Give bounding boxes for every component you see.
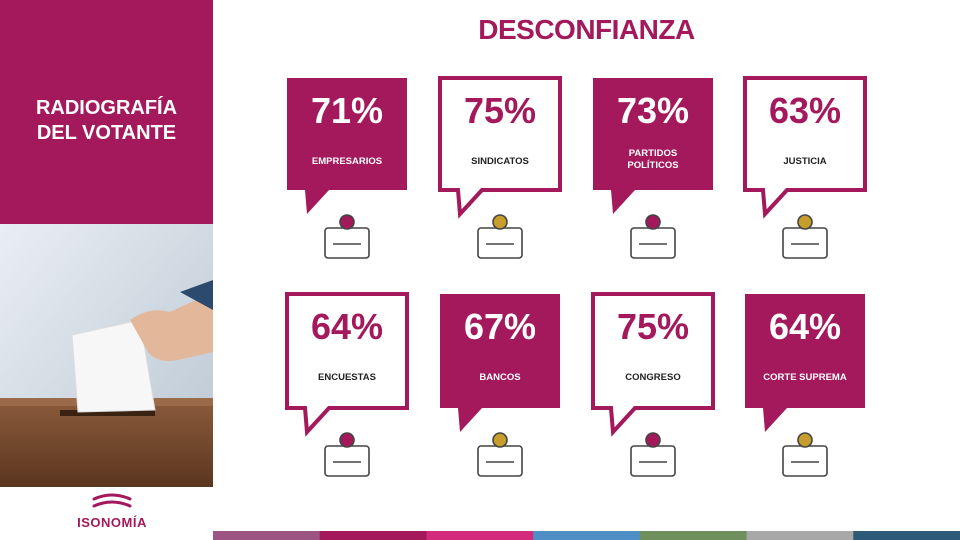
icon-accent xyxy=(492,214,508,230)
icon-body xyxy=(782,227,828,259)
icon-body xyxy=(477,445,523,477)
speech-bubble xyxy=(440,294,560,432)
cards xyxy=(285,76,867,477)
sidebar-panel xyxy=(0,0,213,224)
icon-body xyxy=(630,445,676,477)
icon-body xyxy=(630,227,676,259)
card-icon xyxy=(324,432,370,477)
icon-accent xyxy=(645,214,661,230)
icon-accent xyxy=(339,214,355,230)
card-icon xyxy=(324,214,370,259)
icon-body xyxy=(782,445,828,477)
card-label: JUSTICIA xyxy=(783,156,827,167)
card-icon xyxy=(477,432,523,477)
card-icon xyxy=(782,432,828,477)
speech-bubble xyxy=(287,78,407,214)
card-value: 75% xyxy=(616,306,690,347)
main-title: DESCONFIANZA xyxy=(478,14,695,45)
card-label: BANCOS xyxy=(479,372,521,383)
sidebar-title: RADIOGRAFÍA DEL VOTANTE xyxy=(0,96,213,146)
footer-stripe xyxy=(639,531,748,540)
card-value: 67% xyxy=(463,306,537,347)
card-label: CORTE SUPREMA xyxy=(763,372,847,383)
icon-body xyxy=(324,445,370,477)
icon-body xyxy=(477,227,523,259)
speech-bubble xyxy=(743,76,867,219)
ballot-photo xyxy=(0,224,213,487)
footer-stripe xyxy=(426,531,534,540)
card-icon xyxy=(630,432,676,477)
card-label: PARTIDOS POLÍTICOS xyxy=(627,148,679,171)
sidebar-title-line: DEL VOTANTE xyxy=(36,122,177,144)
footer-stripe xyxy=(533,531,641,540)
icon-accent xyxy=(339,432,355,448)
card-value: 64% xyxy=(768,306,842,347)
footer-stripe xyxy=(213,531,321,540)
logo-mark xyxy=(92,493,132,508)
speech-bubble xyxy=(593,78,713,214)
card-value: 63% xyxy=(768,90,842,131)
sidebar-title-line: RADIOGRAFÍA xyxy=(35,97,178,119)
icon-accent xyxy=(492,432,508,448)
card-label: CONGRESO xyxy=(625,372,681,383)
footer-stripes xyxy=(213,531,960,540)
card-value: 73% xyxy=(616,90,690,131)
card-label: EMPRESARIOS xyxy=(311,156,383,167)
logo-text: ISONOMÍA xyxy=(77,515,147,530)
icon-accent xyxy=(797,432,813,448)
card-icon xyxy=(782,214,828,259)
footer-stripe xyxy=(746,531,854,540)
footer-stripe xyxy=(853,531,960,540)
icon-accent xyxy=(645,432,661,448)
icon-accent xyxy=(797,214,813,230)
card-value: 71% xyxy=(310,90,384,131)
icon-body xyxy=(324,227,370,259)
card-value: 64% xyxy=(310,306,384,347)
card-icon xyxy=(630,214,676,259)
speech-bubble xyxy=(438,76,562,219)
speech-bubble xyxy=(591,292,715,437)
card-icon xyxy=(477,214,523,259)
speech-bubble xyxy=(285,292,409,437)
speech-bubble xyxy=(745,294,865,432)
card-value: 75% xyxy=(463,90,537,131)
footer-stripe xyxy=(319,531,427,540)
card-label: ENCUESTAS xyxy=(318,372,376,383)
card-label: SINDICATOS xyxy=(471,156,529,167)
